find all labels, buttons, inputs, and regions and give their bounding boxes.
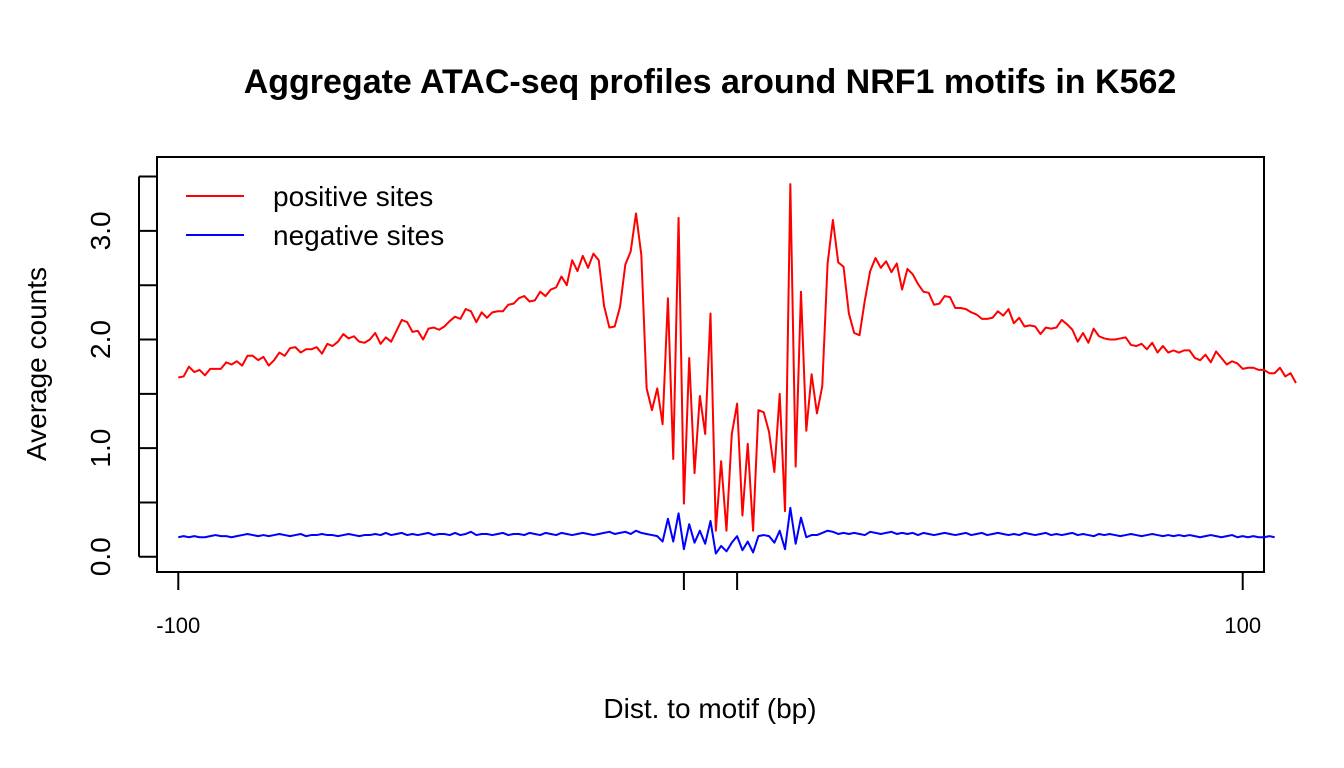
y-tick-label: 2.0 [85,320,116,359]
y-tick-label: 1.0 [85,429,116,468]
y-axis-label: Average counts [21,267,52,461]
x-tick-label: -100 [156,613,200,638]
y-axis: 0.0 1.0 2.0 3.0 [85,175,157,576]
y-tick-label: 3.0 [85,211,116,250]
series-line-negative-sites [178,506,1275,555]
y-tick-label: 0.0 [85,537,116,576]
x-axis-label: Dist. to motif (bp) [603,693,816,724]
chart-title: Aggregate ATAC-seq profiles around NRF1 … [244,63,1177,101]
x-axis: -100 100 [156,571,1261,638]
legend: positive sites negative sites [186,181,444,251]
x-tick-label: 100 [1224,613,1261,638]
series-layer [178,183,1297,555]
series-line-positive-sites [178,183,1297,532]
legend-label-negative-sites: negative sites [273,220,444,251]
legend-label-positive-sites: positive sites [273,181,433,212]
